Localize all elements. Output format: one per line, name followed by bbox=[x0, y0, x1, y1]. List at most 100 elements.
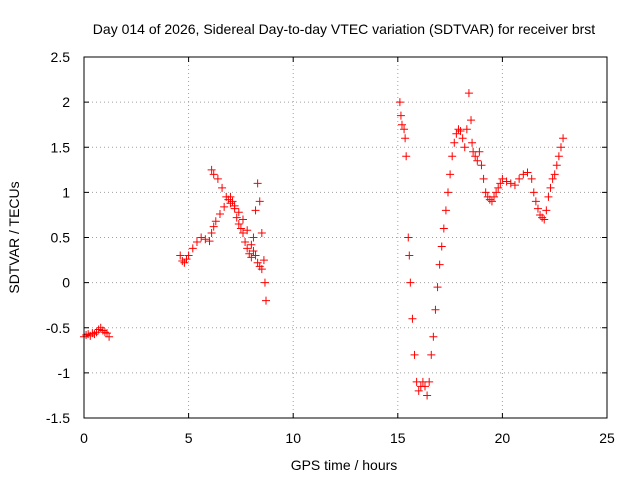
data-point bbox=[490, 192, 499, 201]
data-point bbox=[548, 174, 557, 183]
data-point bbox=[209, 170, 218, 179]
data-point bbox=[201, 235, 210, 244]
data-point bbox=[542, 206, 551, 215]
data-point bbox=[222, 192, 231, 201]
data-point bbox=[544, 192, 553, 201]
data-point bbox=[494, 183, 503, 192]
data-point bbox=[176, 251, 185, 260]
data-point bbox=[439, 224, 448, 233]
data-point bbox=[458, 134, 467, 143]
data-point bbox=[228, 197, 237, 206]
x-tick-label: 10 bbox=[285, 430, 301, 446]
data-point bbox=[395, 98, 404, 107]
x-tick-label: 25 bbox=[599, 430, 615, 446]
data-point bbox=[253, 258, 262, 267]
data-point bbox=[205, 237, 214, 246]
data-point bbox=[98, 326, 107, 335]
data-point bbox=[467, 116, 476, 125]
data-point bbox=[510, 181, 519, 190]
data-point bbox=[431, 305, 440, 314]
data-point bbox=[100, 328, 109, 337]
data-point bbox=[485, 195, 494, 204]
data-point bbox=[238, 215, 247, 224]
data-point bbox=[475, 147, 484, 156]
data-point bbox=[178, 256, 187, 265]
data-point bbox=[188, 244, 197, 253]
data-point bbox=[538, 213, 547, 222]
data-point bbox=[401, 134, 410, 143]
data-point bbox=[249, 233, 258, 242]
data-points bbox=[80, 89, 568, 400]
plot-frame bbox=[83, 56, 608, 419]
y-tick-label: -0.5 bbox=[46, 320, 70, 336]
data-point bbox=[492, 188, 501, 197]
y-tick-label: 0 bbox=[62, 275, 70, 291]
data-point bbox=[257, 265, 266, 274]
data-point bbox=[441, 206, 450, 215]
series-segment-1 bbox=[80, 323, 114, 341]
data-point bbox=[554, 152, 563, 161]
data-point bbox=[405, 251, 414, 260]
data-point bbox=[88, 329, 97, 338]
data-point bbox=[232, 213, 241, 222]
data-point bbox=[515, 174, 524, 183]
data-point bbox=[209, 222, 218, 231]
data-point bbox=[245, 249, 254, 258]
data-point bbox=[444, 188, 453, 197]
data-point bbox=[523, 168, 532, 177]
x-axis-ticks: 0 5 10 15 20 25 bbox=[80, 57, 615, 446]
data-point bbox=[90, 330, 99, 339]
data-point bbox=[446, 170, 455, 179]
y-tick-label: -1 bbox=[58, 365, 71, 381]
data-point bbox=[105, 332, 114, 341]
series-segment-4 bbox=[395, 89, 568, 400]
data-point bbox=[182, 255, 191, 264]
data-point bbox=[103, 329, 112, 338]
data-point bbox=[477, 161, 486, 170]
data-point bbox=[211, 217, 220, 226]
data-point bbox=[247, 240, 256, 249]
data-point bbox=[529, 188, 538, 197]
data-point bbox=[479, 174, 488, 183]
x-tick-label: 15 bbox=[390, 430, 406, 446]
data-point bbox=[207, 165, 216, 174]
data-point bbox=[498, 174, 507, 183]
data-point bbox=[452, 129, 461, 138]
data-point bbox=[414, 386, 423, 395]
data-point bbox=[404, 233, 413, 242]
x-axis-label: GPS time / hours bbox=[291, 457, 398, 473]
data-point bbox=[220, 202, 229, 211]
data-point bbox=[259, 256, 268, 265]
data-point bbox=[531, 197, 540, 206]
data-point bbox=[527, 174, 536, 183]
data-point bbox=[234, 208, 243, 217]
y-tick-label: 1 bbox=[62, 184, 70, 200]
data-point bbox=[94, 325, 103, 334]
data-point bbox=[253, 179, 262, 188]
x-tick-label: 5 bbox=[185, 430, 193, 446]
data-point bbox=[427, 350, 436, 359]
data-point bbox=[406, 278, 415, 287]
data-point bbox=[435, 260, 444, 269]
data-point bbox=[402, 152, 411, 161]
data-point bbox=[82, 330, 91, 339]
y-tick-label: -1.5 bbox=[46, 410, 70, 426]
data-point bbox=[249, 247, 258, 256]
data-point bbox=[236, 224, 245, 233]
y-tick-label: 2 bbox=[62, 94, 70, 110]
data-point bbox=[460, 143, 469, 152]
data-point bbox=[247, 253, 256, 262]
data-point bbox=[533, 204, 542, 213]
data-point bbox=[506, 179, 515, 188]
data-point bbox=[262, 296, 271, 305]
data-point bbox=[257, 228, 266, 237]
data-point bbox=[464, 89, 473, 98]
data-point bbox=[450, 138, 459, 147]
data-point bbox=[226, 199, 235, 208]
data-point bbox=[552, 161, 561, 170]
data-point bbox=[481, 188, 490, 197]
data-point bbox=[230, 201, 239, 210]
data-point bbox=[550, 170, 559, 179]
series-segment-3 bbox=[207, 165, 266, 274]
data-point bbox=[462, 125, 471, 134]
